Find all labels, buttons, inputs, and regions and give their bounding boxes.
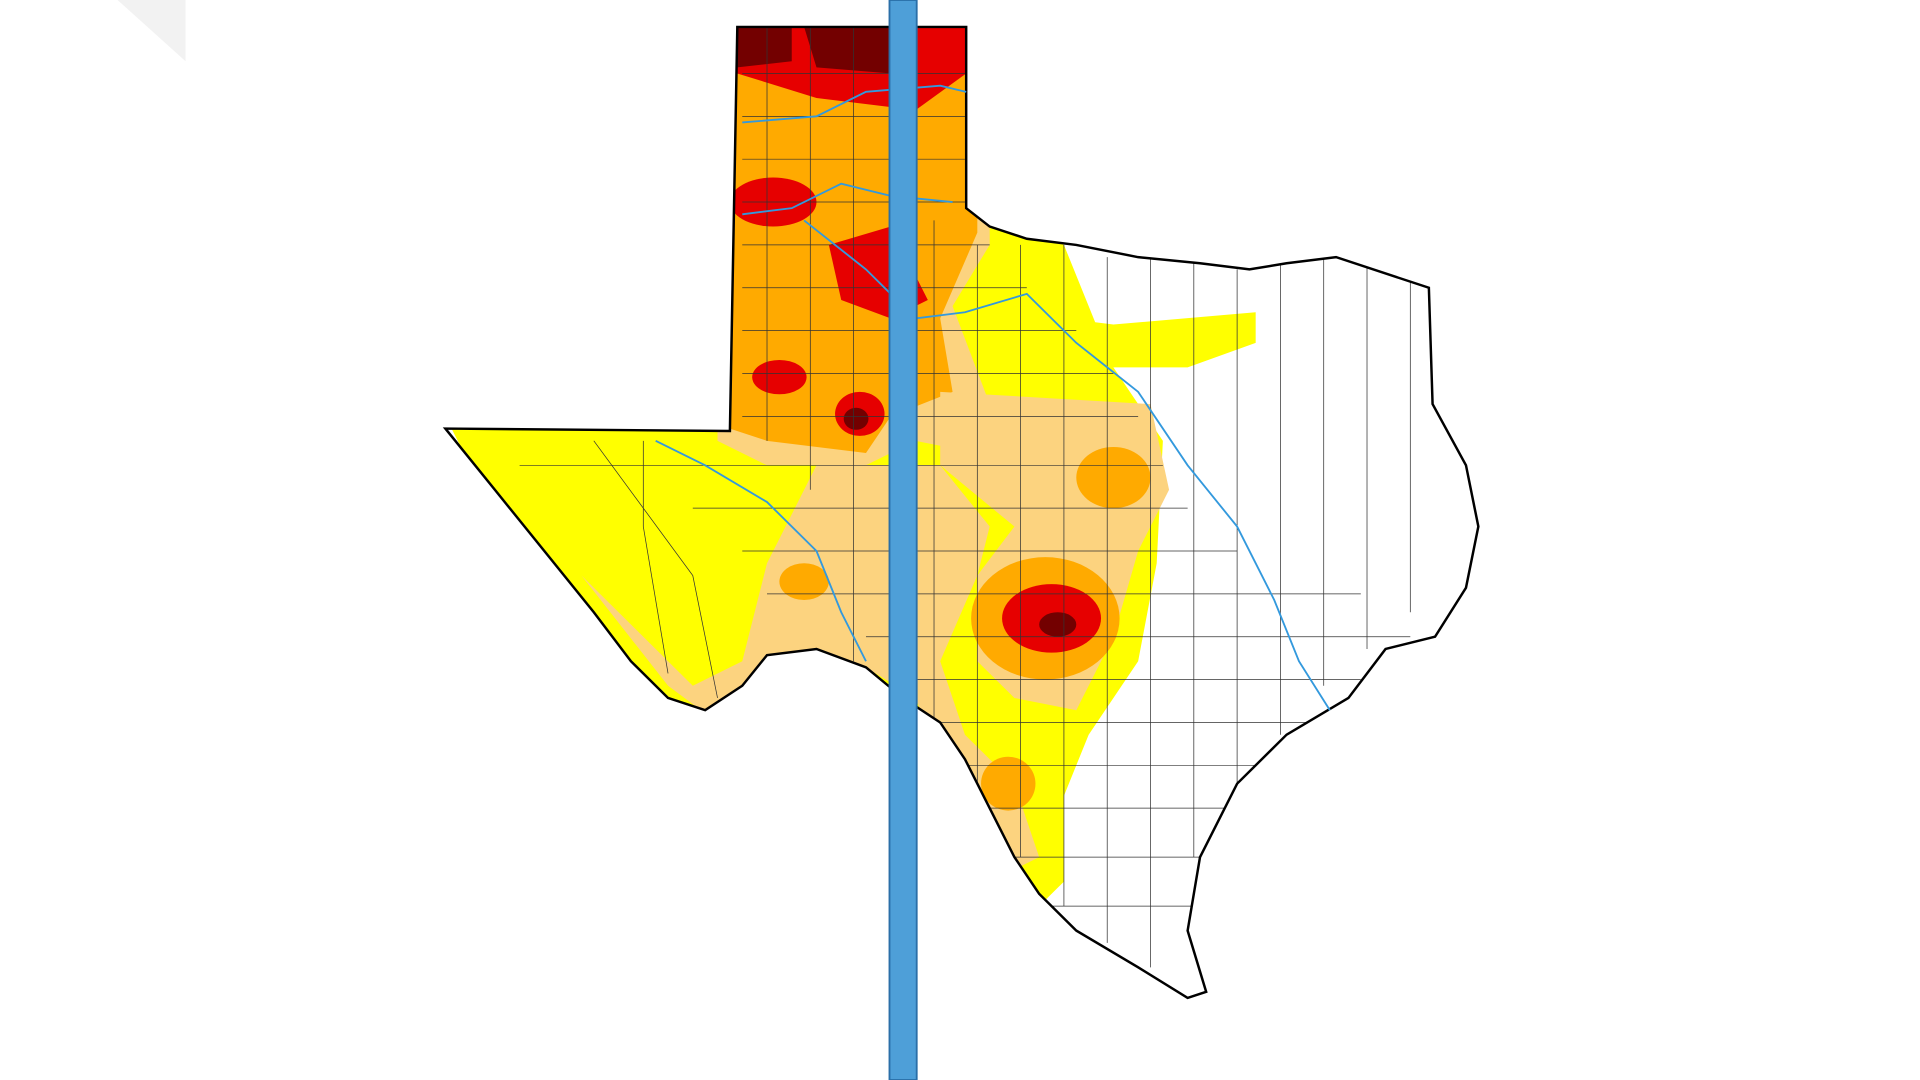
drought-areas xyxy=(445,26,1479,998)
river xyxy=(742,84,967,124)
abnormally-dry xyxy=(971,293,1256,368)
river xyxy=(655,439,867,662)
severe-drought xyxy=(1076,446,1151,509)
meridian-line xyxy=(888,0,918,1080)
severe-drought xyxy=(779,563,829,600)
exceptional-drought xyxy=(1039,612,1077,637)
exceptional-drought xyxy=(737,26,891,74)
county-lines xyxy=(519,26,1411,968)
corner-shade xyxy=(117,0,186,62)
state-border xyxy=(442,25,1480,1000)
moderate-drought xyxy=(581,465,1040,870)
extreme-drought xyxy=(752,360,807,395)
severe-drought xyxy=(981,756,1036,811)
exceptional-drought xyxy=(843,407,869,430)
